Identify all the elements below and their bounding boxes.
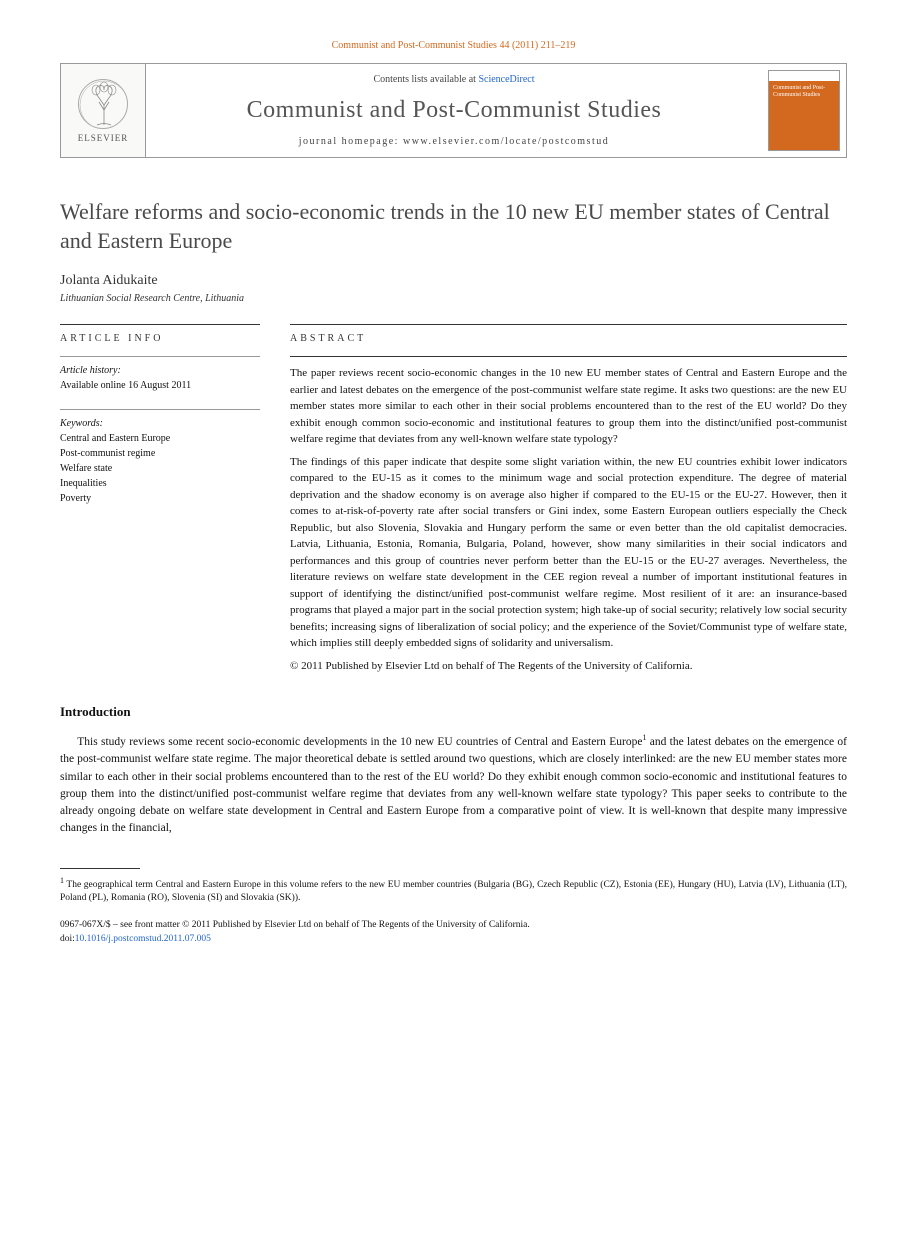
homepage-url[interactable]: www.elsevier.com/locate/postcomstud: [403, 136, 609, 147]
author-name: Jolanta Aidukaite: [60, 273, 847, 289]
keyword-item: Central and Eastern Europe: [60, 431, 260, 446]
footer-doi-line: doi:10.1016/j.postcomstud.2011.07.005: [60, 933, 847, 946]
history-label: Article history:: [60, 363, 260, 378]
header-center: Contents lists available at ScienceDirec…: [146, 64, 762, 157]
journal-cover-thumbnail: Communist and Post-Communist Studies: [768, 70, 840, 151]
abstract-paragraph: The findings of this paper indicate that…: [290, 454, 847, 652]
article-history-block: Article history: Available online 16 Aug…: [60, 356, 260, 393]
keywords-block: Keywords: Central and Eastern Europe Pos…: [60, 409, 260, 506]
abstract-paragraph: The paper reviews recent socio-economic …: [290, 365, 847, 448]
contents-available-line: Contents lists available at ScienceDirec…: [166, 74, 742, 85]
abstract-copyright: © 2011 Published by Elsevier Ltd on beha…: [290, 658, 847, 675]
article-title: Welfare reforms and socio-economic trend…: [60, 198, 847, 255]
journal-header-box: ELSEVIER Contents lists available at Sci…: [60, 63, 847, 158]
cover-top-bar: [769, 71, 839, 81]
homepage-prefix: journal homepage:: [299, 136, 403, 147]
article-info-column: ARTICLE INFO Article history: Available …: [60, 324, 260, 674]
keyword-item: Welfare state: [60, 461, 260, 476]
contents-prefix: Contents lists available at: [373, 74, 478, 85]
keyword-item: Inequalities: [60, 476, 260, 491]
introduction-paragraph: This study reviews some recent socio-eco…: [60, 732, 847, 837]
abstract-body: The paper reviews recent socio-economic …: [290, 356, 847, 674]
publisher-logo-block: ELSEVIER: [61, 64, 146, 157]
publisher-name: ELSEVIER: [78, 133, 129, 143]
doi-link[interactable]: 10.1016/j.postcomstud.2011.07.005: [75, 934, 211, 944]
author-affiliation: Lithuanian Social Research Centre, Lithu…: [60, 293, 847, 304]
footnote-text: 1 The geographical term Central and East…: [60, 875, 847, 906]
elsevier-tree-icon: [78, 79, 128, 129]
abstract-label: ABSTRACT: [290, 324, 847, 344]
footnote-separator: [60, 868, 140, 869]
header-citation: Communist and Post-Communist Studies 44 …: [60, 40, 847, 51]
doi-prefix: doi:: [60, 934, 75, 944]
sciencedirect-link[interactable]: ScienceDirect: [478, 74, 534, 85]
intro-text-b: and the latest debates on the emergence …: [60, 736, 847, 834]
keywords-label: Keywords:: [60, 416, 260, 431]
introduction-heading: Introduction: [60, 704, 847, 720]
footer-block: 0967-067X/$ – see front matter © 2011 Pu…: [60, 919, 847, 946]
intro-text-a: This study reviews some recent socio-eco…: [77, 736, 642, 748]
history-value: Available online 16 August 2011: [60, 378, 260, 393]
info-abstract-row: ARTICLE INFO Article history: Available …: [60, 324, 847, 674]
footer-copyright-line: 0967-067X/$ – see front matter © 2011 Pu…: [60, 919, 847, 932]
article-info-label: ARTICLE INFO: [60, 324, 260, 344]
keyword-item: Poverty: [60, 491, 260, 506]
abstract-column: ABSTRACT The paper reviews recent socio-…: [290, 324, 847, 674]
journal-title: Communist and Post-Communist Studies: [166, 97, 742, 124]
keyword-item: Post-communist regime: [60, 446, 260, 461]
footnote-body: The geographical term Central and Easter…: [60, 880, 847, 903]
journal-homepage-line: journal homepage: www.elsevier.com/locat…: [166, 136, 742, 147]
cover-title-text: Communist and Post-Communist Studies: [769, 81, 839, 103]
